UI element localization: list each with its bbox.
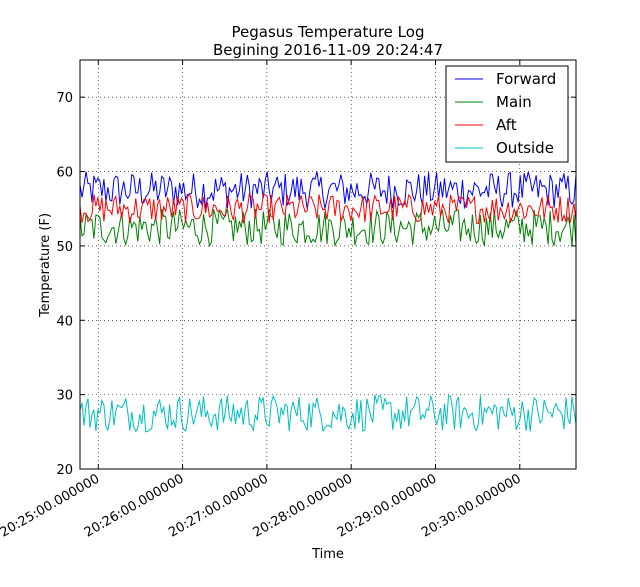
y-tick-label: 30 [56, 389, 73, 404]
legend: Forward Main Aft Outside [445, 65, 569, 163]
legend-entry: Forward [496, 70, 556, 88]
series-lines [79, 171, 577, 433]
series-line-aft [79, 192, 577, 225]
y-tick-label: 50 [56, 240, 73, 255]
legend-entry: Main [496, 93, 532, 111]
chart-title: Pegasus Temperature Log [232, 23, 425, 41]
series-line-forward [79, 171, 577, 210]
legend-box [445, 65, 569, 163]
series-line-outside [79, 394, 577, 433]
y-tick-label: 20 [56, 463, 73, 478]
plot-frame [79, 59, 577, 470]
chart-subtitle: Begining 2016-11-09 20:24:47 [213, 41, 443, 59]
y-tick-label: 70 [56, 91, 73, 106]
x-axis-label: Time [311, 547, 344, 562]
y-axis-label: Temperature (F) [38, 213, 53, 318]
y-tick-label: 60 [56, 166, 73, 181]
y-tick-label: 40 [56, 314, 73, 329]
legend-entry: Aft [496, 116, 517, 134]
legend-entry: Outside [496, 139, 554, 157]
